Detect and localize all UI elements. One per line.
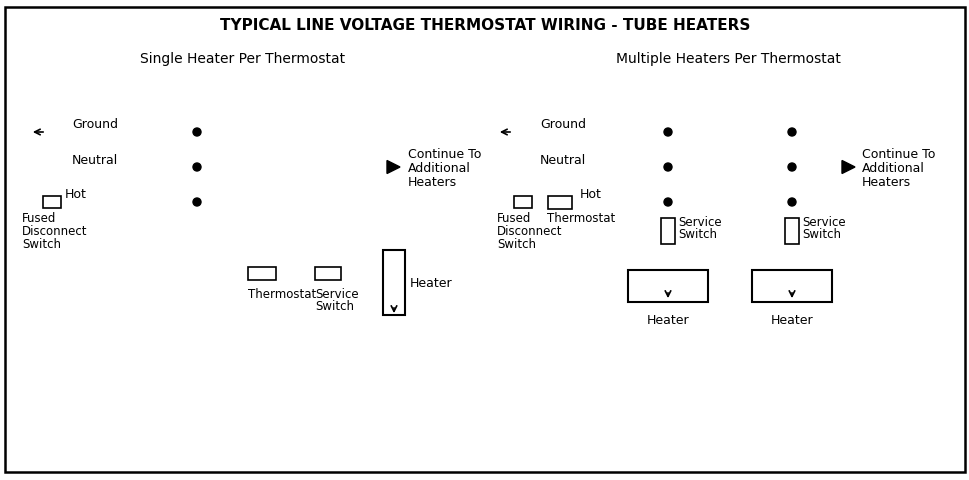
Circle shape: [193, 129, 201, 137]
Text: Fused: Fused: [496, 212, 531, 225]
Text: Continue To: Continue To: [408, 147, 481, 160]
Text: Thermostat: Thermostat: [547, 212, 614, 225]
Text: Additional: Additional: [408, 161, 470, 174]
Circle shape: [787, 199, 796, 206]
Bar: [751, 270, 831, 302]
Circle shape: [193, 164, 201, 172]
Circle shape: [664, 164, 672, 172]
Text: Switch: Switch: [801, 228, 840, 241]
Circle shape: [787, 164, 796, 172]
Text: Service: Service: [677, 215, 721, 228]
Bar: [547, 196, 572, 209]
Text: Switch: Switch: [677, 228, 716, 241]
Text: Heater: Heater: [770, 314, 812, 327]
Bar: [627, 270, 707, 302]
Text: Hot: Hot: [65, 188, 87, 201]
Text: Heater: Heater: [410, 276, 453, 289]
Bar: [383, 251, 405, 315]
Text: Heaters: Heaters: [861, 175, 910, 188]
Text: Continue To: Continue To: [861, 147, 934, 160]
Text: Neutral: Neutral: [540, 153, 585, 166]
Text: Switch: Switch: [22, 238, 61, 251]
Circle shape: [193, 199, 201, 206]
Text: Disconnect: Disconnect: [496, 225, 562, 238]
Text: Disconnect: Disconnect: [22, 225, 87, 238]
Circle shape: [664, 199, 672, 206]
Text: Hot: Hot: [579, 188, 601, 201]
Circle shape: [787, 129, 796, 137]
Text: Heater: Heater: [646, 314, 689, 327]
Polygon shape: [841, 161, 854, 174]
Bar: [514, 197, 531, 209]
Bar: [660, 218, 674, 244]
Text: Fused: Fused: [22, 212, 56, 225]
Text: Multiple Heaters Per Thermostat: Multiple Heaters Per Thermostat: [615, 52, 839, 66]
Bar: [43, 197, 61, 209]
Polygon shape: [387, 161, 399, 174]
Text: Switch: Switch: [496, 238, 536, 251]
Text: Single Heater Per Thermostat: Single Heater Per Thermostat: [141, 52, 345, 66]
Text: Ground: Ground: [72, 118, 118, 131]
Bar: [784, 218, 798, 244]
Text: Switch: Switch: [315, 300, 354, 313]
Bar: [248, 267, 276, 280]
Text: Ground: Ground: [540, 118, 585, 131]
Circle shape: [664, 129, 672, 137]
Text: Service: Service: [801, 215, 845, 228]
Text: TYPICAL LINE VOLTAGE THERMOSTAT WIRING - TUBE HEATERS: TYPICAL LINE VOLTAGE THERMOSTAT WIRING -…: [220, 18, 749, 34]
Text: Additional: Additional: [861, 161, 923, 174]
Text: Thermostat: Thermostat: [248, 287, 316, 300]
Text: Neutral: Neutral: [72, 153, 118, 166]
Text: Service: Service: [315, 287, 359, 300]
Text: Heaters: Heaters: [408, 175, 456, 188]
Bar: [315, 267, 341, 280]
